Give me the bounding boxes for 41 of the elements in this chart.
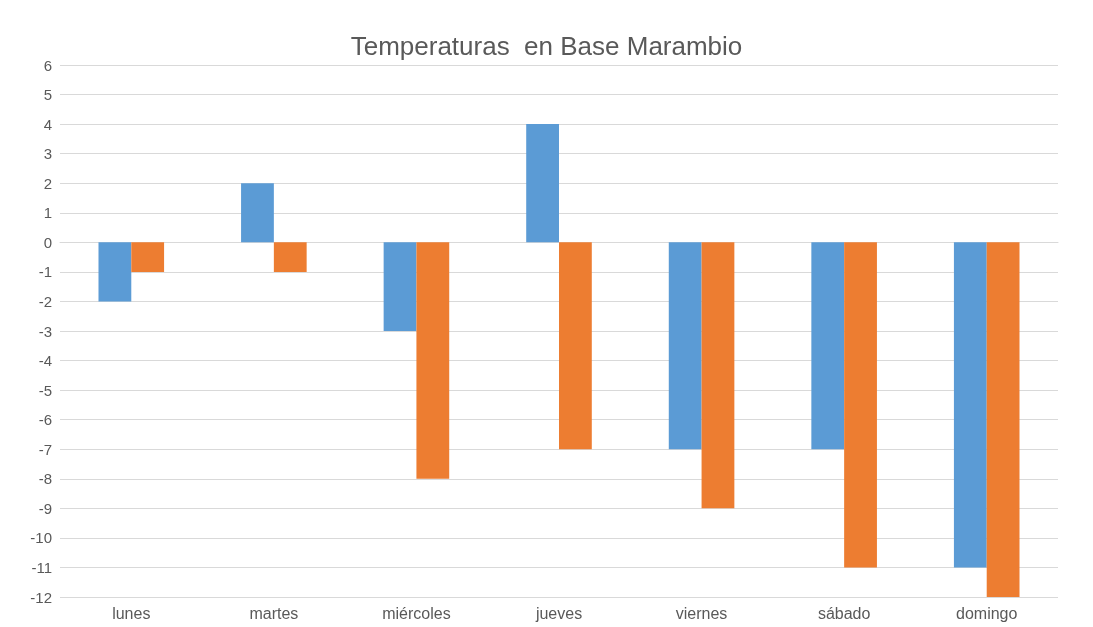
x-tick-label: domingo [956, 604, 1018, 622]
y-tick-label: -9 [38, 499, 52, 517]
y-tick-label: 2 [43, 174, 52, 192]
bar [416, 242, 450, 479]
bar [953, 242, 987, 568]
x-tick-label: viernes [675, 604, 728, 622]
y-tick-label: 4 [43, 115, 52, 133]
y-tick-label: 6 [43, 56, 52, 74]
bar [668, 242, 702, 450]
y-tick-label: -11 [31, 558, 52, 576]
y-tick-label: -6 [38, 411, 52, 429]
y-tick-label: -4 [38, 352, 52, 370]
y-tick-label: 3 [43, 145, 52, 163]
y-tick-label: -8 [38, 470, 52, 488]
bar [526, 124, 559, 243]
y-tick-label: -12 [30, 588, 52, 606]
bar [131, 242, 165, 272]
y-tick-label: -7 [38, 440, 52, 458]
y-tick-label: 1 [43, 204, 52, 222]
y-tick-label: 0 [43, 233, 52, 251]
x-tick-label: lunes [112, 604, 151, 622]
bar [241, 183, 274, 243]
y-tick-label: -5 [38, 381, 52, 399]
x-tick-label: sábado [817, 604, 871, 622]
bar [844, 242, 877, 568]
y-tick-label: 5 [43, 86, 52, 104]
bar [383, 242, 417, 331]
chart-title: Temperaturas en Base Marambio [350, 31, 743, 61]
y-tick-label: -1 [38, 263, 52, 281]
x-tick-label: jueves [534, 604, 583, 622]
bar [559, 242, 592, 450]
y-tick-label: -2 [38, 292, 52, 310]
y-tick-label: -3 [38, 322, 52, 340]
bar [701, 242, 735, 509]
bar [986, 242, 1020, 597]
x-tick-label: martes [249, 604, 299, 622]
x-tick-label: miércoles [382, 604, 451, 622]
bar [273, 242, 307, 272]
bar [98, 242, 132, 302]
bar [811, 242, 845, 450]
y-tick-label: -10 [30, 529, 52, 547]
